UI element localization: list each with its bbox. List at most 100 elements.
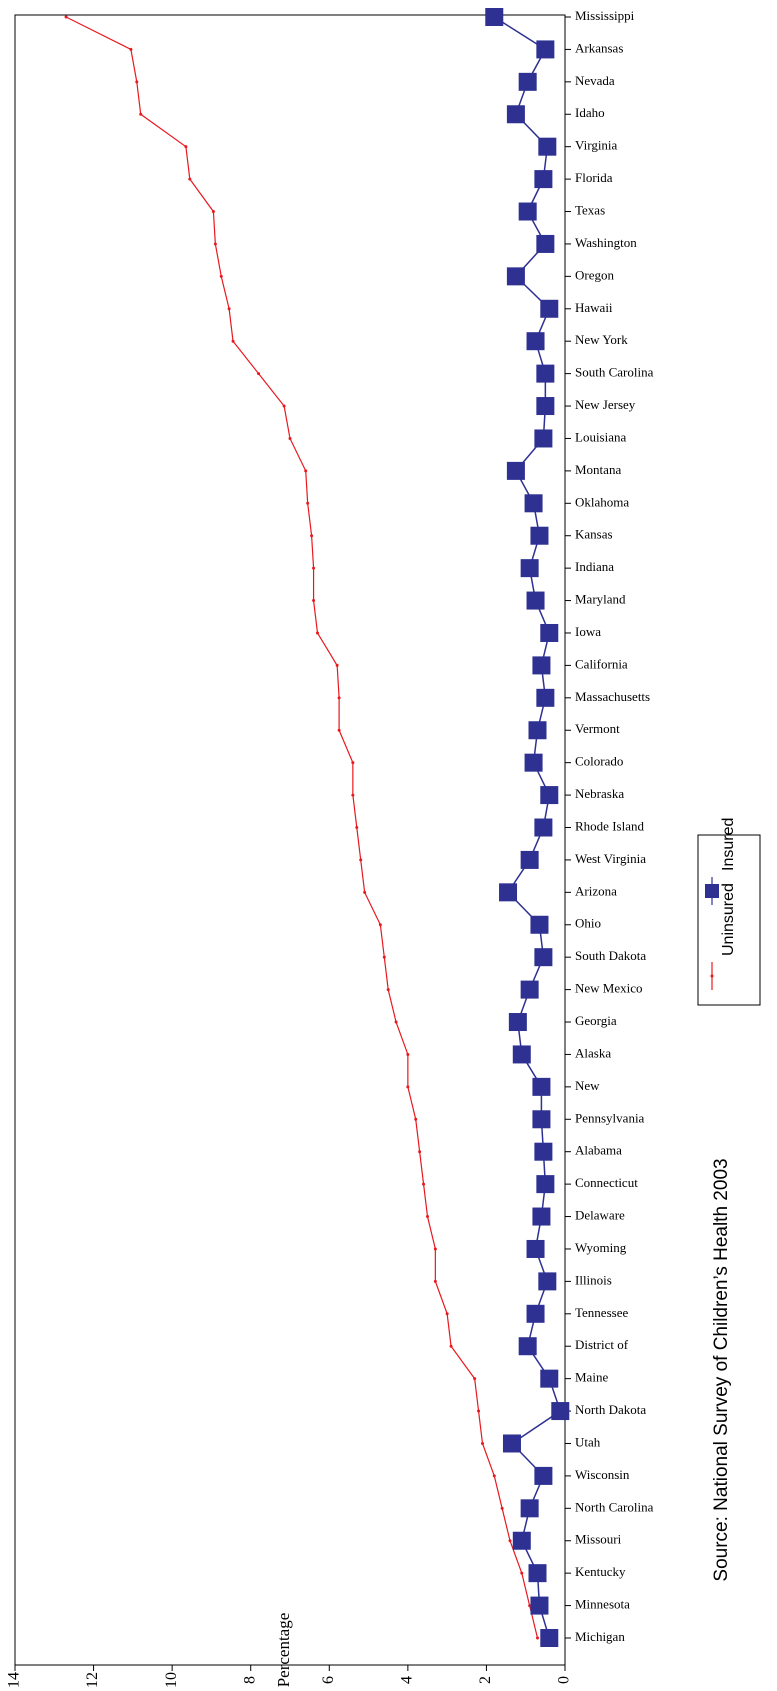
marker: [406, 1052, 410, 1056]
marker: [310, 534, 314, 538]
marker: [540, 623, 559, 642]
marker: [534, 1142, 553, 1161]
marker: [386, 988, 390, 992]
marker: [351, 793, 355, 797]
marker: [536, 364, 555, 383]
marker: [477, 1409, 481, 1413]
x-tick-label: Massachusetts: [575, 689, 650, 704]
marker: [449, 1344, 453, 1348]
x-tick-label: Illinois: [575, 1272, 612, 1287]
marker: [282, 404, 286, 408]
x-tick-label: Arkansas: [575, 40, 623, 55]
x-tick-label: Louisiana: [575, 429, 626, 444]
marker: [363, 890, 367, 894]
marker: [414, 1117, 418, 1121]
marker: [532, 1077, 551, 1096]
marker: [528, 1564, 547, 1583]
marker: [518, 202, 537, 221]
y-tick-label: 14: [6, 1672, 23, 1688]
marker: [534, 818, 553, 837]
marker: [445, 1312, 449, 1316]
legend-marker: [710, 974, 714, 978]
marker: [536, 1636, 539, 1640]
marker: [337, 728, 341, 732]
x-tick-label: Iowa: [575, 624, 601, 639]
marker: [534, 948, 553, 967]
marker: [536, 688, 555, 707]
marker: [378, 923, 382, 927]
x-tick-label: Michigan: [575, 1629, 625, 1644]
marker: [433, 1247, 437, 1251]
x-tick-label: Minnesota: [575, 1597, 630, 1612]
x-tick-label: California: [575, 656, 628, 671]
marker: [534, 429, 553, 448]
marker: [532, 1110, 551, 1129]
marker: [520, 850, 539, 869]
x-tick-label: New Jersey: [575, 397, 636, 412]
x-tick-label: Utah: [575, 1434, 601, 1449]
marker: [536, 397, 555, 416]
marker: [506, 461, 525, 480]
x-tick-label: Tennessee: [575, 1305, 628, 1320]
x-tick-label: Maine: [575, 1370, 608, 1385]
y-tick-label: 6: [320, 1676, 337, 1684]
marker: [139, 112, 143, 116]
marker: [304, 469, 308, 473]
marker: [64, 15, 68, 19]
marker: [500, 1506, 504, 1510]
x-tick-label: Washington: [575, 235, 637, 250]
x-tick-label: Maryland: [575, 592, 626, 607]
marker: [335, 663, 339, 667]
marker: [406, 1085, 410, 1089]
marker: [524, 753, 543, 772]
x-tick-label: Montana: [575, 462, 621, 477]
marker: [306, 501, 310, 505]
x-tick-label: Georgia: [575, 1013, 617, 1028]
x-tick-label: South Carolina: [575, 365, 654, 380]
marker: [532, 656, 551, 675]
marker: [536, 1175, 555, 1194]
y-tick-label: 4: [399, 1676, 416, 1684]
x-tick-label: Oregon: [575, 267, 614, 282]
y-tick-label: 2: [477, 1676, 494, 1684]
x-tick-label: Texas: [575, 203, 605, 218]
x-tick-label: Wyoming: [575, 1240, 627, 1255]
x-tick-label: Indiana: [575, 559, 614, 574]
marker: [540, 1629, 559, 1647]
marker: [135, 80, 139, 84]
x-tick-label: District of: [575, 1337, 629, 1352]
marker: [520, 1571, 524, 1575]
x-tick-label: New: [575, 1078, 600, 1093]
x-tick-label: North Carolina: [575, 1499, 654, 1514]
x-tick-label: New Mexico: [575, 981, 643, 996]
x-tick-label: Vermont: [575, 721, 620, 736]
marker: [481, 1441, 484, 1445]
x-tick-label: Pennsylvania: [575, 1110, 645, 1125]
marker: [518, 1337, 537, 1356]
x-tick-label: Connecticut: [575, 1175, 638, 1190]
marker: [394, 1020, 398, 1024]
marker: [540, 299, 559, 318]
marker: [312, 566, 316, 570]
marker: [129, 47, 133, 51]
marker: [520, 980, 539, 999]
x-tick-label: Ohio: [575, 916, 601, 931]
series-line: [65, 16, 539, 1639]
marker: [485, 8, 504, 26]
legend-label: Insured: [720, 818, 737, 871]
legend-label: Uninsured: [720, 883, 737, 956]
marker: [528, 1604, 532, 1608]
marker: [530, 1596, 549, 1615]
y-tick-label: 8: [241, 1676, 258, 1684]
marker: [508, 1539, 512, 1543]
x-tick-label: Mississippi: [575, 8, 635, 23]
marker: [382, 955, 386, 959]
x-tick-label: New York: [575, 332, 628, 347]
marker: [520, 559, 539, 578]
x-tick-label: Virginia: [575, 138, 618, 153]
x-tick-label: Oklahoma: [575, 494, 629, 509]
x-tick-label: South Dakota: [575, 948, 646, 963]
x-tick-label: Kansas: [575, 527, 613, 542]
marker: [526, 332, 545, 351]
marker: [536, 40, 555, 59]
